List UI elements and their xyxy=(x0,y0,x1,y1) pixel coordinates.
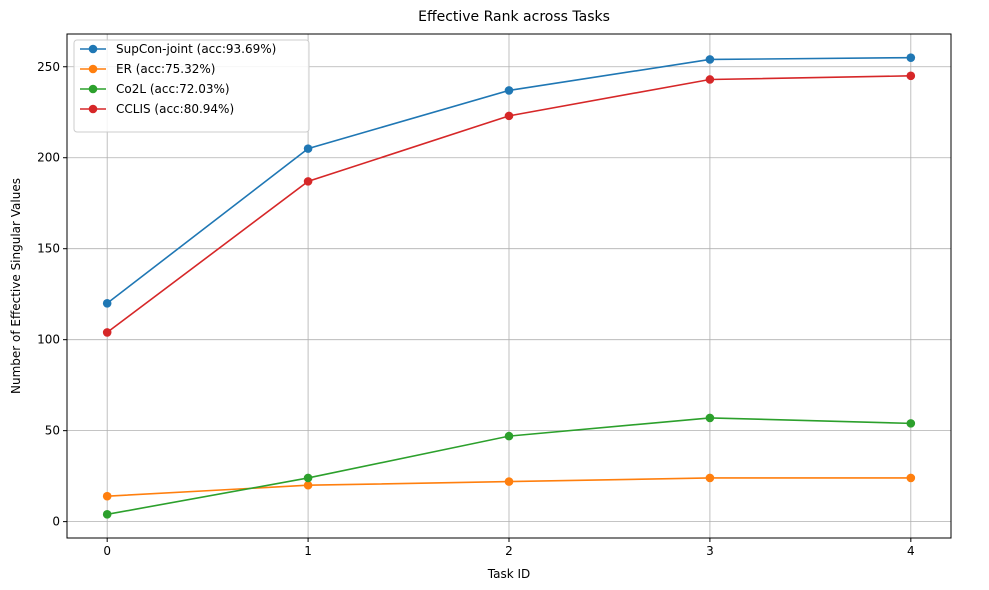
legend-marker xyxy=(88,84,98,94)
series-3 xyxy=(102,71,916,337)
data-point xyxy=(303,144,313,153)
y-axis-label: Number of Effective Singular Values xyxy=(9,178,23,394)
legend-label: SupCon-joint (acc:93.69%) xyxy=(116,42,276,56)
legend-label: Co2L (acc:72.03%) xyxy=(116,82,230,96)
y-tick-label: 150 xyxy=(37,242,60,256)
x-tick-label: 1 xyxy=(304,544,312,558)
y-tick-label: 0 xyxy=(52,515,60,529)
legend-box xyxy=(73,39,310,133)
data-point xyxy=(705,413,715,423)
legend: SupCon-joint (acc:93.69%) ER (acc:75.32%)… xyxy=(73,39,310,133)
legend-marker xyxy=(88,64,98,74)
y-tick-label: 100 xyxy=(37,333,60,347)
data-point xyxy=(705,55,715,64)
data-point xyxy=(102,328,112,337)
data-point xyxy=(102,510,112,519)
legend-item: SupCon-joint (acc:93.69%) xyxy=(80,42,276,56)
data-point xyxy=(303,480,313,490)
x-axis-label: Task ID xyxy=(487,567,531,581)
y-tick-label: 50 xyxy=(45,424,60,438)
data-point xyxy=(705,473,715,483)
legend-item: Co2L (acc:72.03%) xyxy=(80,82,230,96)
data-point xyxy=(102,298,112,308)
data-point xyxy=(303,473,313,483)
x-tick-label: 2 xyxy=(505,544,513,558)
data-point xyxy=(906,53,916,62)
x-tick-label: 3 xyxy=(706,544,714,558)
data-point xyxy=(303,177,313,186)
x-tick-label: 0 xyxy=(103,544,111,558)
legend-marker xyxy=(88,104,98,114)
series-layer xyxy=(102,53,916,519)
data-point xyxy=(705,75,715,84)
data-point xyxy=(102,491,112,501)
data-point xyxy=(906,473,916,483)
data-point xyxy=(906,71,916,81)
series-1 xyxy=(102,473,916,501)
chart-title: Effective Rank across Tasks xyxy=(418,9,610,25)
y-tick-label: 200 xyxy=(37,151,60,165)
data-point xyxy=(504,477,514,486)
data-point xyxy=(504,86,514,95)
legend-label: CCLIS (acc:80.94%) xyxy=(116,102,234,116)
data-point xyxy=(504,111,514,121)
x-tick-label: 4 xyxy=(907,544,915,558)
legend-item: ER (acc:75.32%) xyxy=(80,62,215,76)
data-point xyxy=(504,431,514,441)
legend-label: ER (acc:75.32%) xyxy=(116,62,215,76)
series-2 xyxy=(102,413,916,519)
legend-item: CCLIS (acc:80.94%) xyxy=(80,102,234,116)
series-0 xyxy=(102,53,916,308)
data-point xyxy=(906,419,916,428)
y-tick-label: 250 xyxy=(37,60,60,74)
axis-ticks: 0 1 2 3 4 0 50 100 150 200 250 xyxy=(37,60,915,558)
legend-marker xyxy=(88,44,98,54)
